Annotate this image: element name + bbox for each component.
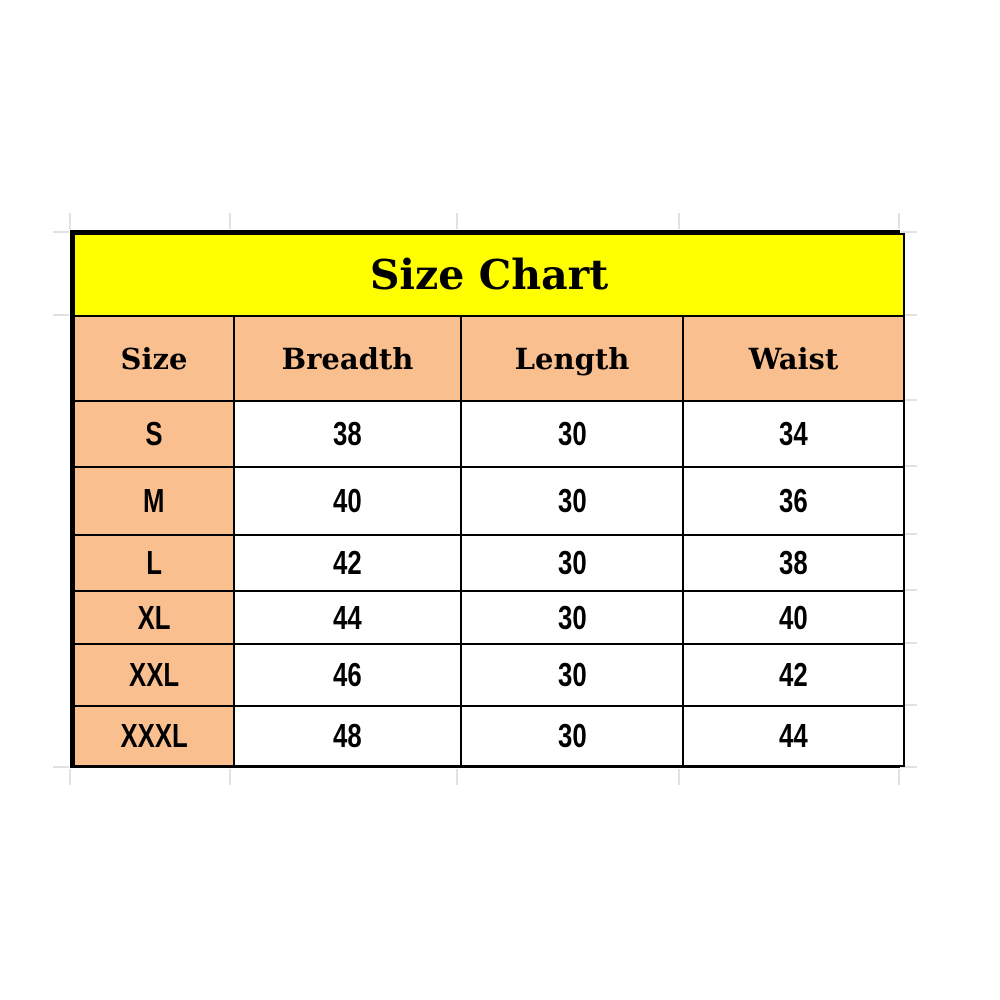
column-header-size: Size <box>73 315 235 402</box>
size-label-cell: M <box>73 466 235 536</box>
size-label: XXXL <box>120 717 188 754</box>
gridline-stub <box>229 213 231 229</box>
gridline-stub <box>901 589 917 591</box>
gridline-stub <box>678 213 680 229</box>
breadth-value: 38 <box>333 415 362 452</box>
gridline-stub <box>898 769 900 785</box>
waist-value: 34 <box>779 415 808 452</box>
title-row: Size Chart <box>73 233 905 317</box>
size-chart-table: Size Chart Size Breadth Length Waist S 3… <box>70 230 905 768</box>
length-value: 30 <box>557 717 587 754</box>
gridline-stub <box>898 213 900 229</box>
breadth-value-cell: 46 <box>233 643 462 707</box>
length-value-cell: 30 <box>460 534 684 592</box>
breadth-value-cell: 48 <box>233 705 462 767</box>
waist-value-cell: 40 <box>682 590 905 645</box>
length-value-cell: 30 <box>460 400 684 468</box>
gridline-stub <box>456 769 458 785</box>
size-label: M <box>143 482 165 519</box>
size-label: XXL <box>128 656 180 693</box>
waist-value: 44 <box>779 717 808 754</box>
length-value-cell: 30 <box>460 643 684 707</box>
gridline-stub <box>53 314 69 316</box>
breadth-value: 48 <box>333 717 362 754</box>
gridline-stub <box>901 314 917 316</box>
length-value: 30 <box>557 415 587 452</box>
table-row-s: S 38 30 34 <box>73 400 905 468</box>
column-header-waist: Waist <box>682 315 905 402</box>
breadth-value: 44 <box>333 598 362 636</box>
waist-value: 40 <box>779 598 808 636</box>
size-label-cell: XL <box>73 590 235 645</box>
breadth-value: 42 <box>333 544 362 581</box>
waist-value-cell: 34 <box>682 400 905 468</box>
size-label-cell: XXXL <box>73 705 235 767</box>
gridline-stub <box>901 642 917 644</box>
gridline-stub <box>901 766 917 768</box>
length-value: 30 <box>557 656 587 693</box>
breadth-value-cell: 42 <box>233 534 462 592</box>
waist-value-cell: 42 <box>682 643 905 707</box>
length-value: 30 <box>557 482 587 519</box>
gridline-stub <box>901 231 917 233</box>
gridline-stub <box>901 704 917 706</box>
gridline-stub <box>53 231 69 233</box>
gridline-stub <box>901 399 917 401</box>
gridline-stub <box>901 533 917 535</box>
gridline-stub <box>901 465 917 467</box>
breadth-value: 46 <box>333 656 362 693</box>
waist-value-cell: 44 <box>682 705 905 767</box>
waist-value: 38 <box>779 544 808 581</box>
waist-value-cell: 38 <box>682 534 905 592</box>
gridline-stub <box>678 769 680 785</box>
gridline-stub <box>69 213 71 229</box>
table-row-xxxl: XXXL 48 30 44 <box>73 705 905 767</box>
waist-value-cell: 36 <box>682 466 905 536</box>
size-label-cell: L <box>73 534 235 592</box>
size-label-cell: S <box>73 400 235 468</box>
size-chart: Size Chart Size Breadth Length Waist S 3… <box>73 233 905 767</box>
breadth-value-cell: 40 <box>233 466 462 536</box>
table-row-xl: XL 44 30 40 <box>73 590 905 645</box>
gridline-stub <box>53 766 69 768</box>
length-value-cell: 30 <box>460 705 684 767</box>
column-header-length: Length <box>460 315 684 402</box>
table-row-xxl: XXL 46 30 42 <box>73 643 905 707</box>
gridline-stub <box>456 213 458 229</box>
breadth-value-cell: 44 <box>233 590 462 645</box>
waist-value: 36 <box>779 482 808 519</box>
column-header-breadth: Breadth <box>233 315 462 402</box>
length-value-cell: 30 <box>460 590 684 645</box>
table-row-m: M 40 30 36 <box>73 466 905 536</box>
waist-value: 42 <box>779 656 808 693</box>
length-value-cell: 30 <box>460 466 684 536</box>
size-label: L <box>146 544 162 581</box>
size-label: XL <box>137 598 171 636</box>
table-title: Size Chart <box>73 233 905 317</box>
table-row-l: L 42 30 38 <box>73 534 905 592</box>
gridline-stub <box>229 769 231 785</box>
breadth-value-cell: 38 <box>233 400 462 468</box>
length-value: 30 <box>557 598 587 636</box>
size-label: S <box>145 415 163 452</box>
length-value: 30 <box>557 544 587 581</box>
size-label-cell: XXL <box>73 643 235 707</box>
header-row: Size Breadth Length Waist <box>73 315 905 402</box>
gridline-stub <box>69 769 71 785</box>
breadth-value: 40 <box>333 482 362 519</box>
